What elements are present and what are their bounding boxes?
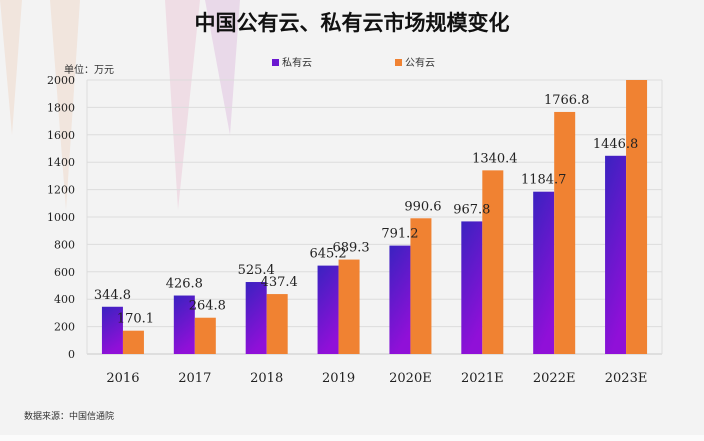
y-tick-label: 0 [68, 348, 75, 361]
data-label-private: 1184.7 [521, 173, 567, 188]
bar-private [605, 155, 627, 354]
bar-private [101, 306, 123, 354]
data-label-public: 264.8 [189, 299, 226, 314]
bar-public [194, 317, 216, 354]
background-decoration [0, 0, 240, 210]
chart-title: 中国公有云、私有云市场规模变化 [195, 10, 510, 35]
bar-public [626, 80, 648, 354]
y-tick-label: 1200 [47, 184, 75, 197]
bar-private [533, 191, 555, 354]
x-tick-label: 2018 [250, 371, 283, 386]
x-tick-label: 2017 [178, 371, 211, 386]
bar-private [173, 295, 195, 354]
y-tick-label: 1600 [47, 129, 75, 142]
bar-public [482, 170, 504, 354]
data-label-private: 791.2 [381, 227, 418, 242]
data-label-public: 1340.4 [472, 151, 518, 166]
data-label-private: 1446.8 [593, 137, 639, 152]
y-axis: 0 200 400 600 800 1000 1200 1400 1600 1800 2000 [47, 74, 75, 361]
bar-public [338, 259, 360, 354]
bar-public [554, 111, 576, 355]
x-axis: 2016 2017 2018 2019 2020E 2021E 2022E 2023E [106, 371, 647, 386]
bar-private [389, 245, 411, 354]
y-tick-label: 800 [54, 238, 75, 251]
bar-private [317, 265, 339, 354]
unit-label: 单位：万元 [64, 63, 114, 76]
legend-label-public: 公有云 [405, 56, 435, 69]
y-tick-label: 2000 [47, 74, 75, 87]
data-label-private: 967.8 [453, 202, 490, 217]
y-tick-label: 400 [54, 293, 75, 306]
bar-public [410, 218, 432, 354]
x-tick-label: 2016 [106, 371, 139, 386]
data-label-public: 170.1 [117, 312, 154, 327]
bar-public [266, 294, 288, 354]
x-tick-label: 2022E [533, 371, 576, 386]
data-label-public: 1766.8 [544, 93, 590, 108]
y-tick-label: 1000 [47, 211, 75, 224]
y-tick-label: 1800 [47, 101, 75, 114]
legend-label-private: 私有云 [282, 56, 312, 69]
data-label-public: 990.6 [404, 199, 441, 214]
x-tick-label: 2020E [389, 371, 432, 386]
data-label-public: 689.3 [332, 241, 369, 256]
bar-private [461, 221, 483, 354]
data-label-private: 426.8 [166, 277, 203, 292]
data-label-public: 437.4 [261, 275, 298, 290]
x-tick-label: 2021E [461, 371, 504, 386]
x-tick-label: 2023E [605, 371, 648, 386]
legend-swatch-private [272, 59, 279, 66]
legend-swatch-public [395, 59, 402, 66]
bar-public [122, 330, 144, 354]
x-tick-label: 2019 [322, 371, 355, 386]
data-label-private: 645.2 [309, 247, 346, 262]
legend: 私有云 公有云 [272, 56, 435, 69]
bar-private [245, 282, 267, 354]
data-label-private: 344.8 [94, 288, 131, 303]
y-tick-label: 600 [54, 266, 75, 279]
y-tick-label: 200 [54, 321, 75, 334]
y-tick-label: 1400 [47, 156, 75, 169]
source-note: 数据来源：中国信通院 [24, 410, 114, 422]
data-label-private: 525.4 [238, 263, 275, 278]
